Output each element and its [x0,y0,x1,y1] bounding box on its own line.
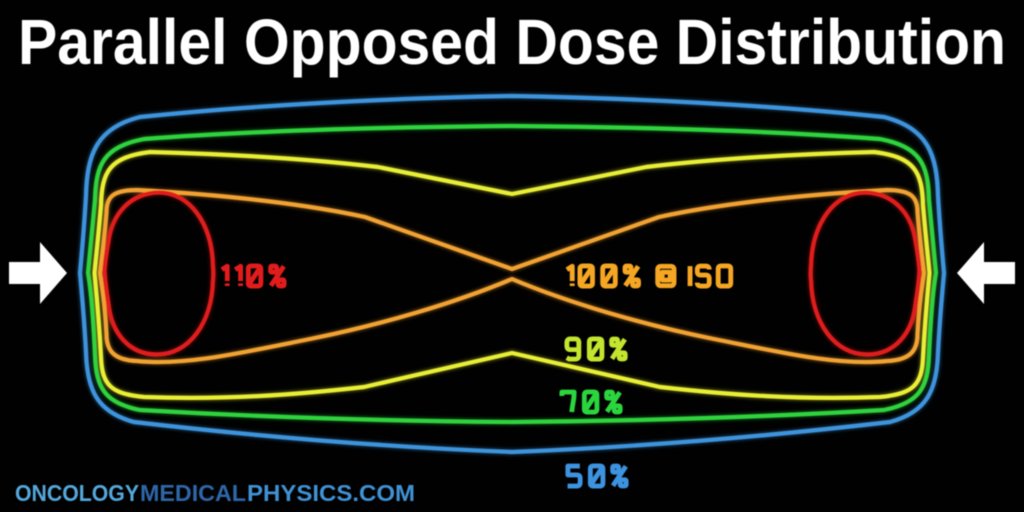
svg-text:PHYSICS.COM: PHYSICS.COM [247,480,415,506]
svg-text:Parallel Opposed Dose Distribu: Parallel Opposed Dose Distribution [18,6,1006,78]
svg-text:MEDICAL: MEDICAL [140,480,246,506]
svg-text:ONCOLOGY: ONCOLOGY [15,480,139,506]
